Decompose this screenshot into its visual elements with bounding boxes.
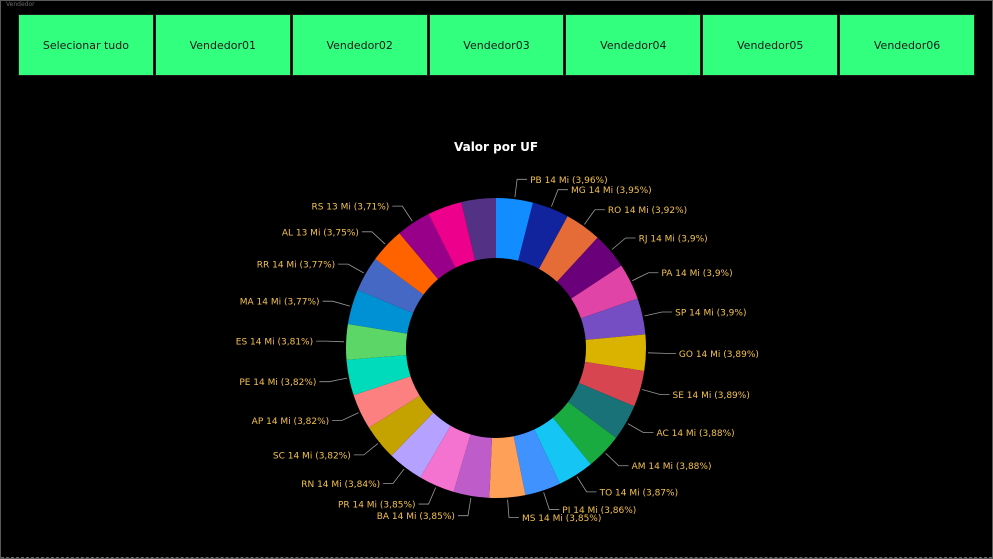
leader-line-pe [319, 377, 348, 383]
data-label-rn: RN 14 Mi (3,84%) [301, 480, 380, 490]
leader-line-pa [632, 272, 659, 282]
data-label-pb: PB 14 Mi (3,96%) [530, 176, 608, 186]
data-label-go: GO 14 Mi (3,89%) [679, 350, 759, 360]
leader-line-al [361, 231, 386, 245]
slicer-option-vendedor03[interactable]: Vendedor03 [428, 14, 565, 76]
leader-line-es [316, 340, 345, 343]
slice-ap[interactable] [353, 376, 420, 428]
data-label-ro: RO 14 Mi (3,92%) [608, 206, 687, 216]
data-label-rr: RR 14 Mi (3,77%) [257, 261, 335, 271]
slice-mg[interactable] [518, 202, 568, 269]
slice-se[interactable] [578, 361, 645, 407]
leader-line-to [576, 476, 597, 493]
slice-pe[interactable] [346, 355, 411, 396]
data-label-pr: PR 14 Mi (3,85%) [338, 501, 416, 511]
slice-unlabeled-25[interactable] [461, 198, 496, 261]
leader-line-rr [338, 263, 364, 274]
slice-ac[interactable] [568, 382, 635, 438]
slice-pr[interactable] [420, 425, 471, 492]
data-label-ac: AC 14 Mi (3,88%) [656, 429, 734, 439]
leader-line-ms [507, 499, 519, 518]
slicer-caption: Vendedor [6, 1, 35, 8]
leader-line-ap [332, 412, 359, 421]
data-label-sc: SC 14 Mi (3,82%) [273, 451, 351, 461]
slice-sp[interactable] [580, 298, 646, 340]
data-label-pa: PA 14 Mi (3,9%) [661, 269, 732, 279]
slice-sc[interactable] [368, 395, 434, 456]
leader-line-pb [514, 178, 528, 198]
slice-es[interactable] [346, 324, 408, 360]
leader-line-ac [627, 423, 654, 433]
slice-pi[interactable] [513, 429, 560, 496]
slice-rn[interactable] [391, 412, 451, 478]
data-label-to: TO 14 Mi (3,87%) [599, 488, 679, 498]
leader-line-ma [322, 300, 350, 307]
leader-line-rn [383, 468, 405, 484]
leader-line-rs [392, 205, 413, 222]
slice-ro[interactable] [538, 216, 598, 282]
leader-line-pr [418, 487, 437, 505]
data-label-ba: BA 14 Mi (3,85%) [377, 512, 455, 522]
slice-am[interactable] [552, 401, 617, 465]
slice-pb[interactable] [496, 198, 533, 261]
leader-line-pi [543, 492, 560, 510]
slicer-option-vendedor05[interactable]: Vendedor05 [702, 14, 839, 76]
slice-to[interactable] [534, 417, 591, 484]
leader-line-am [605, 452, 629, 467]
data-label-pi: PI 14 Mi (3,86%) [562, 506, 636, 516]
leader-line-sc [353, 443, 379, 456]
donut-labels: PB 14 Mi (3,96%)MG 14 Mi (3,95%) RO 14 Mi… [236, 176, 759, 524]
vendedor-slicer: Selecionar tudo Vendedor01 Vendedor02 Ve… [18, 14, 976, 76]
data-label-rj: RJ 14 Mi (3,9%) [639, 234, 708, 244]
slice-al[interactable] [375, 233, 439, 295]
slicer-option-select-all[interactable]: Selecionar tudo [18, 14, 154, 76]
leader-line-sp [644, 311, 673, 317]
data-label-sp: SP 14 Mi (3,9%) [675, 309, 746, 319]
slice-go[interactable] [584, 334, 646, 372]
slice-rr[interactable] [357, 259, 424, 314]
leader-line-ba [457, 497, 472, 517]
leader-line-go [647, 352, 676, 354]
data-label-es: ES 14 Mi (3,81%) [236, 338, 313, 348]
data-label-se: SE 14 Mi (3,89%) [673, 391, 750, 401]
slice-ms[interactable] [489, 436, 526, 498]
data-label-ma: MA 14 Mi (3,77%) [240, 298, 320, 308]
slicer-option-vendedor01[interactable]: Vendedor01 [154, 14, 291, 76]
donut-slices [346, 198, 646, 498]
leader-line-rj [611, 237, 636, 250]
slice-unlabeled-24[interactable] [428, 202, 476, 268]
slicer-option-vendedor04[interactable]: Vendedor04 [565, 14, 702, 76]
data-label-am: AM 14 Mi (3,88%) [632, 462, 712, 472]
leader-line-ro [584, 209, 605, 225]
data-label-ms: MS 14 Mi (3,85%) [522, 514, 601, 524]
slice-rs[interactable] [399, 214, 456, 280]
data-label-mg: MG 14 Mi (3,95%) [571, 186, 652, 196]
slice-rj[interactable] [556, 237, 622, 299]
slice-ba[interactable] [453, 434, 492, 498]
data-label-ap: AP 14 Mi (3,82%) [252, 417, 330, 427]
slicer-option-vendedor02[interactable]: Vendedor02 [291, 14, 428, 76]
leader-line-mg [551, 189, 569, 207]
chart-title: Valor por UF [454, 140, 538, 154]
data-label-pe: PE 14 Mi (3,82%) [239, 378, 316, 388]
slice-ma[interactable] [347, 289, 414, 334]
data-label-rs: RS 13 Mi (3,71%) [311, 203, 389, 213]
slicer-option-vendedor06[interactable]: Vendedor06 [839, 14, 976, 76]
data-label-al: AL 13 Mi (3,75%) [282, 228, 359, 238]
slice-pa[interactable] [571, 265, 638, 319]
leader-line-se [642, 389, 670, 395]
